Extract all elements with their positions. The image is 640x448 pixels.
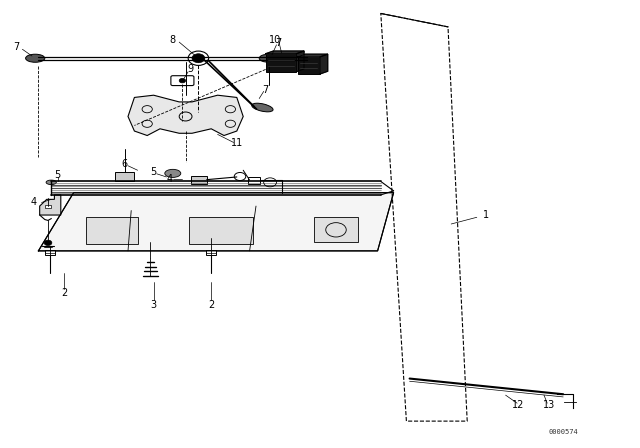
Ellipse shape xyxy=(46,180,56,185)
Polygon shape xyxy=(320,54,328,74)
Text: 2: 2 xyxy=(208,300,214,310)
Polygon shape xyxy=(128,95,243,135)
Ellipse shape xyxy=(165,169,181,177)
Text: 5: 5 xyxy=(150,167,157,177)
Circle shape xyxy=(44,240,52,246)
Text: 12: 12 xyxy=(512,401,525,410)
Bar xyxy=(86,217,138,244)
Text: 9: 9 xyxy=(187,65,193,74)
Text: 2: 2 xyxy=(61,289,67,298)
Text: 4: 4 xyxy=(166,174,173,184)
Bar xyxy=(314,217,358,242)
Polygon shape xyxy=(298,54,328,57)
Text: 7: 7 xyxy=(262,85,269,95)
Text: 1: 1 xyxy=(483,210,490,220)
Text: 11: 11 xyxy=(230,138,243,148)
Text: 5: 5 xyxy=(54,170,61,180)
Text: 13: 13 xyxy=(543,401,556,410)
Text: 4: 4 xyxy=(31,198,37,207)
Bar xyxy=(298,57,320,74)
Bar xyxy=(45,205,51,208)
Bar xyxy=(248,177,260,184)
Ellipse shape xyxy=(259,54,278,62)
Polygon shape xyxy=(266,51,304,54)
Polygon shape xyxy=(38,193,394,251)
Text: 7: 7 xyxy=(275,38,282,47)
Bar xyxy=(189,217,253,244)
Text: 10: 10 xyxy=(269,35,282,45)
Text: 3: 3 xyxy=(150,300,157,310)
Ellipse shape xyxy=(252,103,273,112)
Ellipse shape xyxy=(26,54,45,62)
Bar xyxy=(266,54,296,72)
Text: 8: 8 xyxy=(170,35,176,45)
Text: 0000574: 0000574 xyxy=(548,429,578,435)
Polygon shape xyxy=(296,51,304,72)
Circle shape xyxy=(179,78,186,83)
FancyBboxPatch shape xyxy=(171,76,194,86)
Bar xyxy=(206,250,216,255)
Bar xyxy=(191,176,207,184)
Circle shape xyxy=(192,54,205,63)
Bar xyxy=(115,172,134,181)
Bar xyxy=(45,250,55,255)
Text: 7: 7 xyxy=(13,42,19,52)
Text: 6: 6 xyxy=(122,159,128,168)
Polygon shape xyxy=(40,195,61,215)
